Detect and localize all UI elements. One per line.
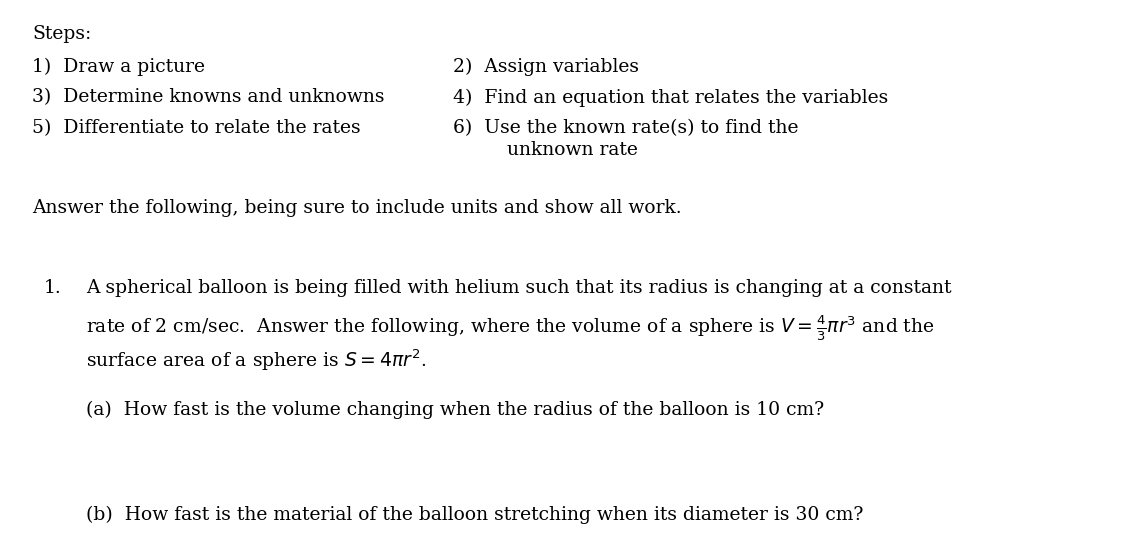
Text: Answer the following, being sure to include units and show all work.: Answer the following, being sure to incl… [32, 199, 682, 217]
Text: unknown rate: unknown rate [453, 141, 638, 159]
Text: 5)  Differentiate to relate the rates: 5) Differentiate to relate the rates [32, 119, 360, 137]
Text: 4)  Find an equation that relates the variables: 4) Find an equation that relates the var… [453, 88, 889, 107]
Text: 3)  Determine knowns and unknowns: 3) Determine knowns and unknowns [32, 88, 385, 107]
Text: 2)  Assign variables: 2) Assign variables [453, 58, 639, 76]
Text: A spherical balloon is being filled with helium such that its radius is changing: A spherical balloon is being filled with… [86, 279, 952, 298]
Text: 1.: 1. [44, 279, 61, 298]
Text: (b)  How fast is the material of the balloon stretching when its diameter is 30 : (b) How fast is the material of the ball… [86, 506, 863, 524]
Text: (a)  How fast is the volume changing when the radius of the balloon is 10 cm?: (a) How fast is the volume changing when… [86, 401, 824, 419]
Text: Steps:: Steps: [32, 25, 92, 43]
Text: 1)  Draw a picture: 1) Draw a picture [32, 58, 205, 76]
Text: surface area of a sphere is $S = 4\pi r^2$.: surface area of a sphere is $S = 4\pi r^… [86, 348, 426, 373]
Text: rate of 2 cm/sec.  Answer the following, where the volume of a sphere is $V = \f: rate of 2 cm/sec. Answer the following, … [86, 314, 934, 343]
Text: 6)  Use the known rate(s) to find the: 6) Use the known rate(s) to find the [453, 119, 799, 137]
